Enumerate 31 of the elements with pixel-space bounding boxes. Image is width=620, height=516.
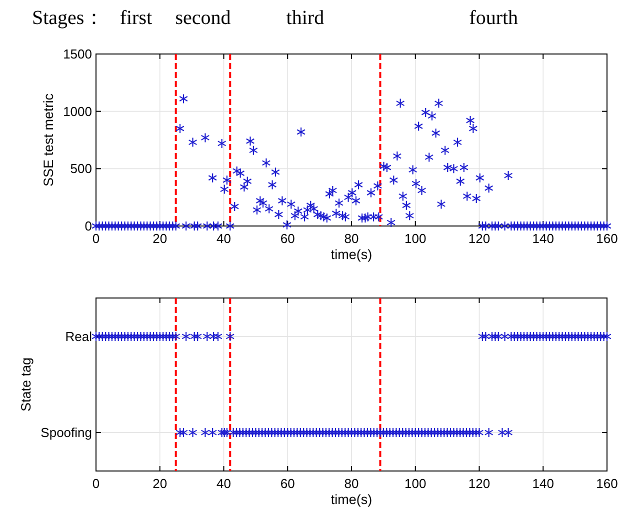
x-axis-title: time(s) xyxy=(330,247,372,262)
x-tick-label: 100 xyxy=(404,476,426,491)
text: fourth xyxy=(469,7,518,29)
x-tick-label: 120 xyxy=(468,231,490,246)
x-tick-label: 160 xyxy=(596,231,618,246)
x-tick-label: 160 xyxy=(596,476,618,491)
x-tick-label: 80 xyxy=(344,476,359,491)
x-tick-label: 140 xyxy=(532,231,554,246)
x-tick-label: 100 xyxy=(404,231,426,246)
text: second xyxy=(175,7,231,29)
x-tick-label: 40 xyxy=(216,231,231,246)
x-tick-label: 120 xyxy=(468,476,490,491)
x-tick-label: 80 xyxy=(344,231,359,246)
y-axis-title: SSE test metric xyxy=(41,93,56,187)
x-tick-label: 20 xyxy=(152,476,168,491)
y-tick-label: 0 xyxy=(84,218,92,234)
text: Real xyxy=(65,328,92,344)
x-axis-title: time(s) xyxy=(330,492,372,507)
text: Spoofing xyxy=(40,425,92,440)
y-tick-label: 1000 xyxy=(63,104,92,119)
x-tick-label: 20 xyxy=(152,231,168,246)
y-tick-label: 500 xyxy=(70,161,92,176)
x-tick-label: 140 xyxy=(532,476,554,491)
text: third xyxy=(286,7,324,29)
y-axis-title: State tag xyxy=(18,357,34,412)
text: first xyxy=(120,7,152,29)
y-tick-label: 1500 xyxy=(63,46,92,62)
x-tick-label: 60 xyxy=(280,476,295,491)
x-tick-label: 40 xyxy=(216,476,231,491)
x-tick-label: 60 xyxy=(280,231,295,246)
text: Stages： xyxy=(32,7,104,29)
